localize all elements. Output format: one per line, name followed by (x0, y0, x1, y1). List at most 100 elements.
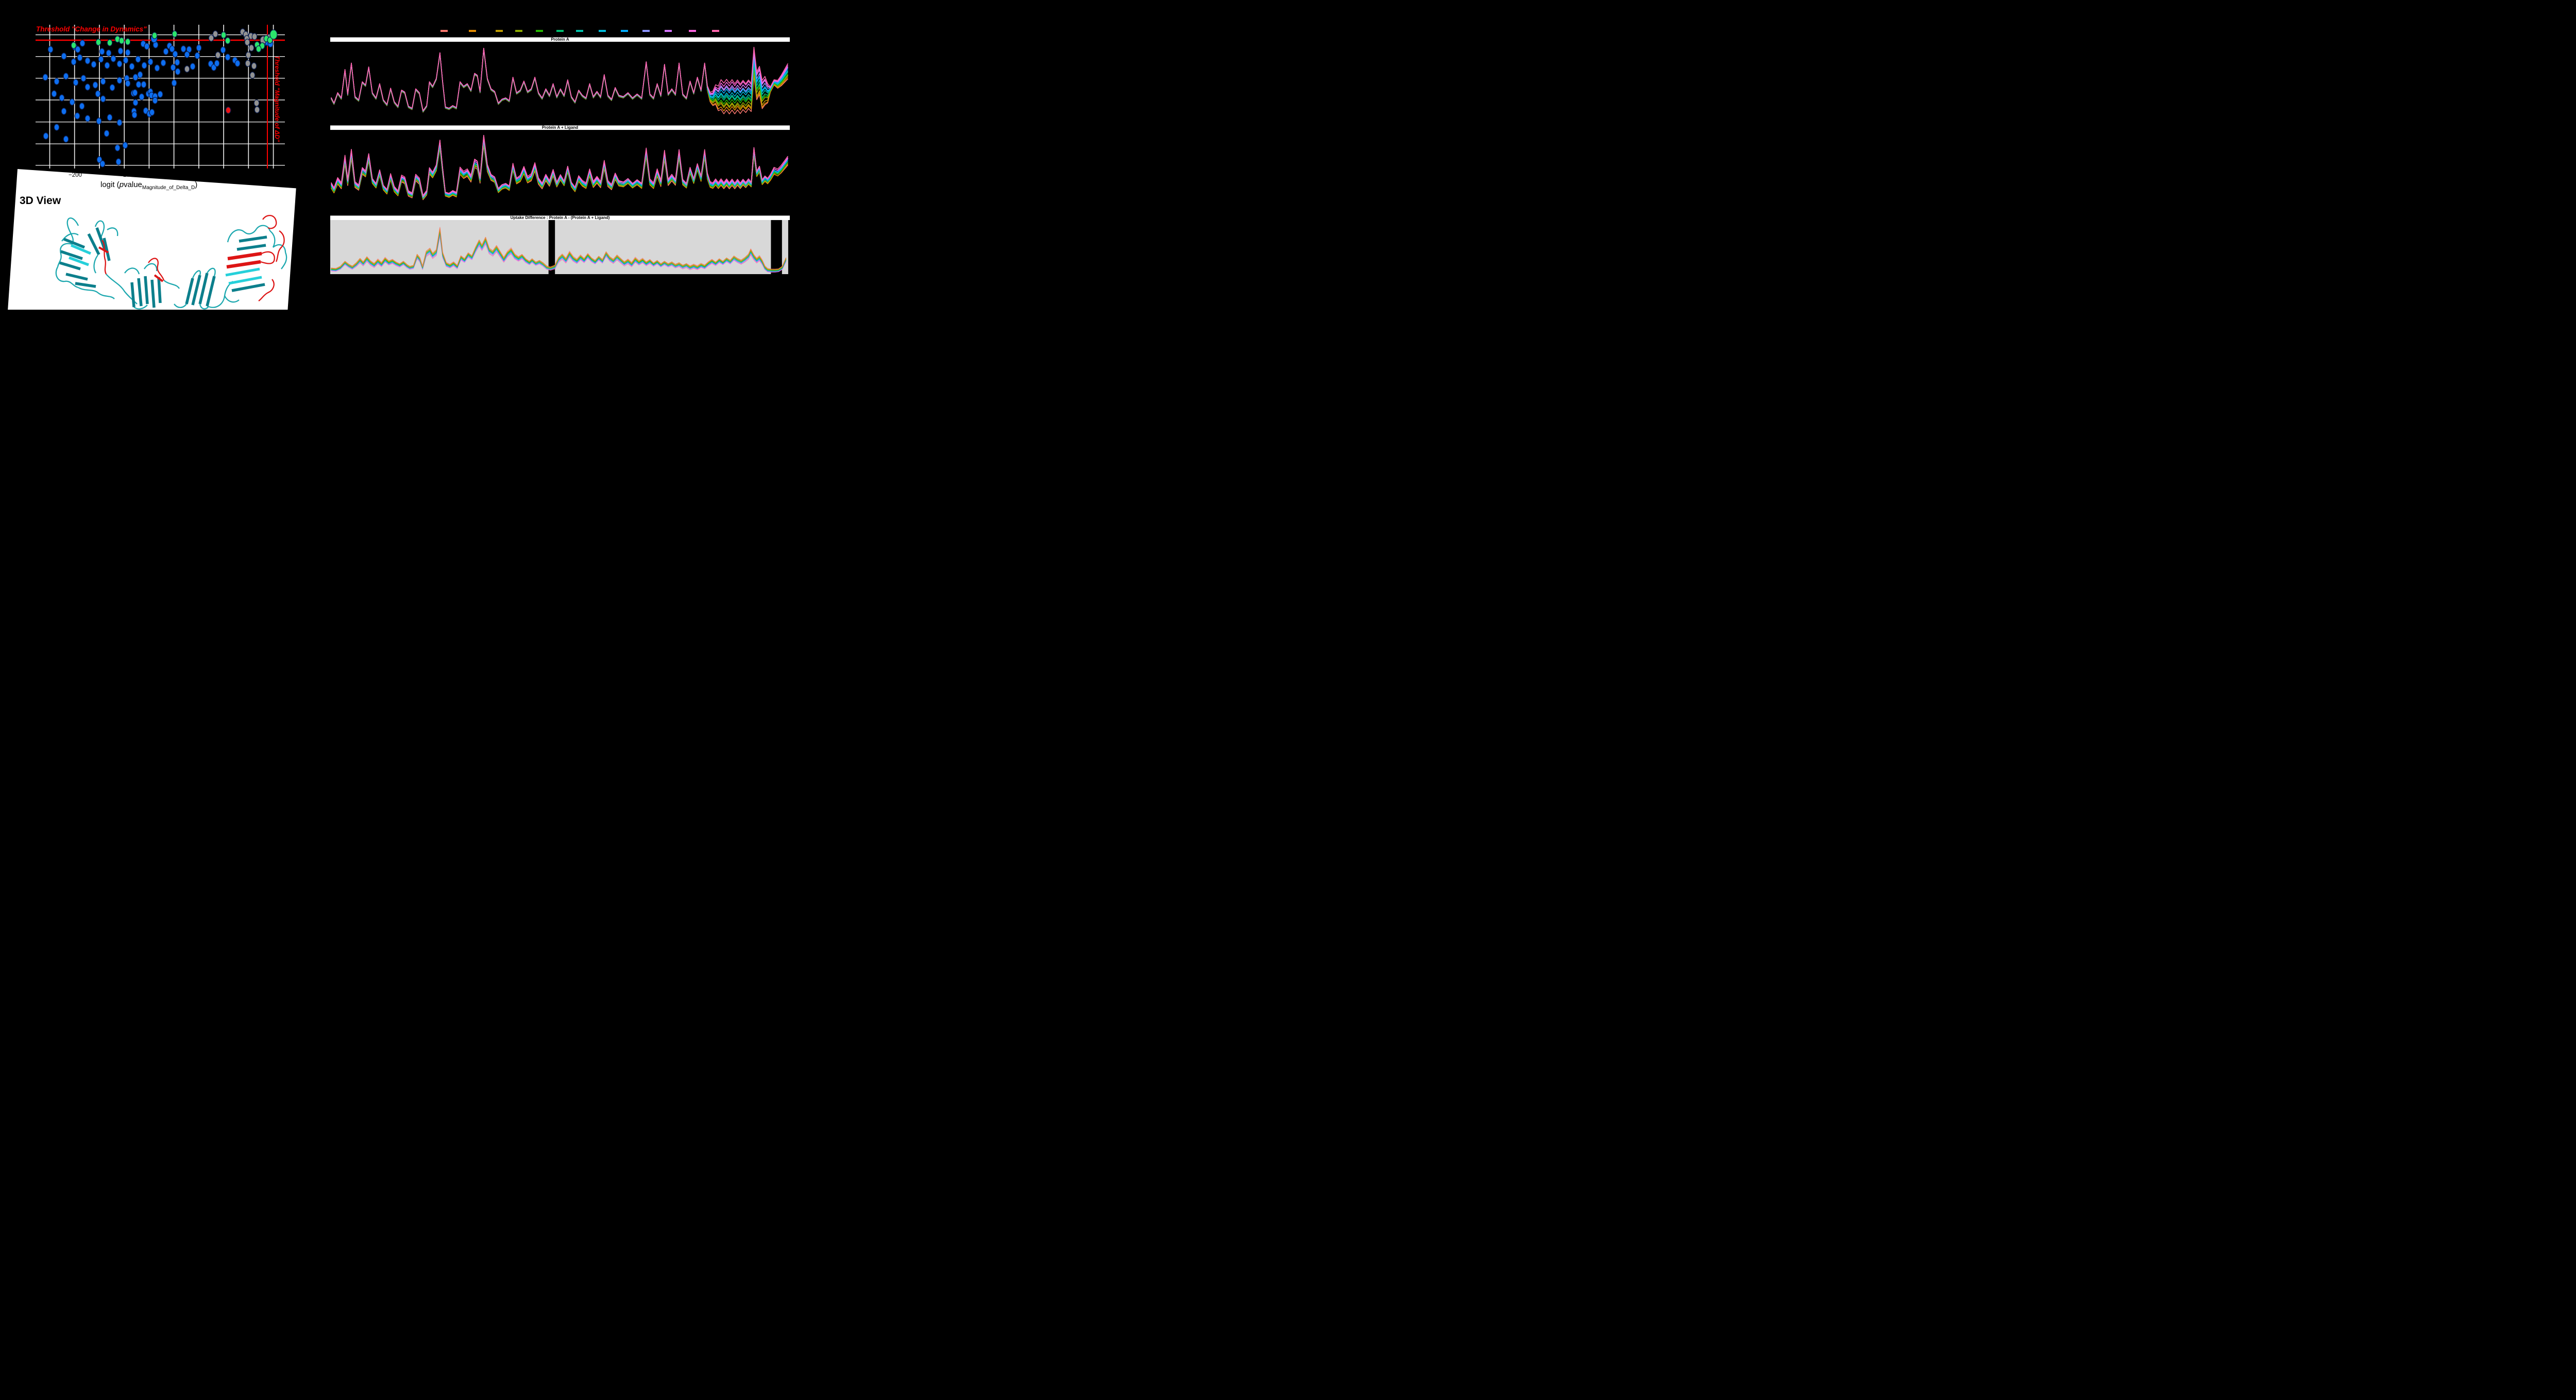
uptake-difference-chart[interactable] (330, 220, 790, 274)
scatter-point[interactable] (75, 46, 81, 53)
scatter-point[interactable] (225, 37, 231, 44)
scatter-point[interactable] (61, 53, 67, 60)
legend-swatch-timepoint-12[interactable] (689, 29, 696, 32)
scatter-point[interactable] (116, 119, 123, 126)
scatter-point[interactable] (249, 72, 256, 79)
scatter-point[interactable] (47, 46, 54, 53)
legend-swatch-timepoint-10[interactable] (642, 29, 650, 32)
scatter-point[interactable] (245, 60, 251, 67)
scatter-point[interactable] (244, 39, 250, 46)
scatter-point[interactable] (107, 114, 113, 121)
scatter-point[interactable] (109, 84, 115, 91)
scatter-point[interactable] (135, 56, 141, 63)
scatter-point[interactable] (157, 91, 163, 98)
scatter-point[interactable] (116, 77, 123, 84)
scatter-point[interactable] (107, 39, 113, 46)
legend-swatch-timepoint-2[interactable] (469, 29, 476, 32)
scatter-point[interactable] (74, 112, 80, 120)
scatter-point[interactable] (79, 40, 86, 47)
scatter-point[interactable] (194, 52, 200, 59)
scatter-point[interactable] (84, 115, 91, 122)
scatter-point[interactable] (59, 94, 65, 102)
scatter-point[interactable] (254, 106, 260, 113)
scatter-point[interactable] (84, 57, 91, 64)
scatter-point[interactable] (115, 158, 122, 165)
scatter-point[interactable] (221, 31, 227, 39)
scatter-point[interactable] (132, 99, 139, 106)
scatter-point[interactable] (80, 75, 87, 82)
legend-swatch-timepoint-13[interactable] (712, 29, 719, 32)
legend-swatch-timepoint-3[interactable] (496, 29, 503, 32)
scatter-point[interactable] (160, 59, 166, 66)
scatter-point[interactable] (123, 57, 129, 64)
scatter-point[interactable] (172, 50, 178, 58)
scatter-point[interactable] (73, 79, 79, 86)
scatter-point[interactable] (220, 46, 226, 54)
scatter-point[interactable] (116, 60, 123, 68)
scatter-point[interactable] (147, 58, 154, 65)
legend-swatch-timepoint-8[interactable] (599, 29, 606, 32)
scatter-point[interactable] (122, 142, 128, 149)
scatter-point[interactable] (71, 58, 77, 65)
scatter-point[interactable] (95, 39, 101, 46)
scatter-point[interactable] (61, 108, 67, 115)
scatter-point[interactable] (54, 124, 60, 131)
scatter-point[interactable] (118, 37, 125, 44)
scatter-point[interactable] (132, 74, 139, 81)
scatter-point[interactable] (190, 63, 196, 70)
scatter-point[interactable] (43, 132, 49, 140)
uptake-series-line[interactable] (331, 143, 788, 200)
scatter-point[interactable] (212, 30, 218, 38)
scatter-point[interactable] (208, 35, 214, 42)
selection-region[interactable] (782, 220, 788, 274)
scatter-point[interactable] (92, 81, 98, 89)
scatter-point[interactable] (69, 98, 75, 106)
scatter-point[interactable] (54, 78, 60, 85)
scatter-point[interactable] (129, 63, 135, 70)
scatter-point[interactable] (91, 61, 97, 68)
scatter-point[interactable] (104, 62, 110, 69)
scatter-point[interactable] (174, 59, 180, 66)
uptake-series-line[interactable] (331, 226, 787, 269)
scatter-point[interactable] (172, 30, 178, 38)
scatter-point[interactable] (98, 56, 104, 63)
scatter-point[interactable] (151, 32, 158, 39)
volcano-plot-canvas[interactable] (36, 25, 285, 168)
uptake-series-line[interactable] (331, 143, 788, 199)
uptake-chart-protein-a-ligand[interactable] (330, 129, 790, 216)
scatter-point[interactable] (63, 73, 69, 80)
scatter-point[interactable] (79, 103, 85, 110)
scatter-point[interactable] (234, 60, 241, 67)
scatter-point[interactable] (100, 78, 106, 85)
legend-swatch-timepoint-7[interactable] (576, 29, 583, 32)
scatter-point[interactable] (99, 48, 105, 55)
scatter-point[interactable] (95, 90, 101, 97)
scatter-point[interactable] (125, 80, 131, 87)
scatter-point[interactable] (163, 48, 169, 55)
scatter-point[interactable] (225, 54, 231, 61)
scatter-point[interactable] (71, 42, 77, 49)
scatter-point[interactable] (106, 49, 112, 57)
scatter-point[interactable] (132, 89, 138, 96)
scatter-point[interactable] (51, 90, 57, 97)
legend-swatch-timepoint-11[interactable] (665, 29, 672, 32)
scatter-point[interactable] (141, 62, 147, 69)
scatter-point[interactable] (84, 83, 91, 91)
scatter-point[interactable] (117, 47, 124, 55)
scatter-point[interactable] (114, 144, 121, 151)
scatter-point[interactable] (225, 107, 231, 114)
scatter-point[interactable] (253, 99, 260, 107)
uptake-series-line[interactable] (331, 49, 788, 114)
scatter-point[interactable] (141, 81, 147, 88)
scatter-point[interactable] (169, 45, 175, 53)
scatter-point[interactable] (137, 71, 143, 78)
scatter-point[interactable] (125, 49, 131, 56)
legend-swatch-timepoint-4[interactable] (515, 29, 522, 32)
scatter-point[interactable] (251, 33, 258, 40)
legend-swatch-timepoint-1[interactable] (440, 29, 448, 32)
scatter-point[interactable] (100, 95, 106, 103)
scatter-point[interactable] (63, 136, 69, 143)
scatter-point[interactable] (196, 44, 202, 52)
scatter-point[interactable] (214, 60, 220, 67)
uptake-series-line[interactable] (331, 48, 788, 112)
